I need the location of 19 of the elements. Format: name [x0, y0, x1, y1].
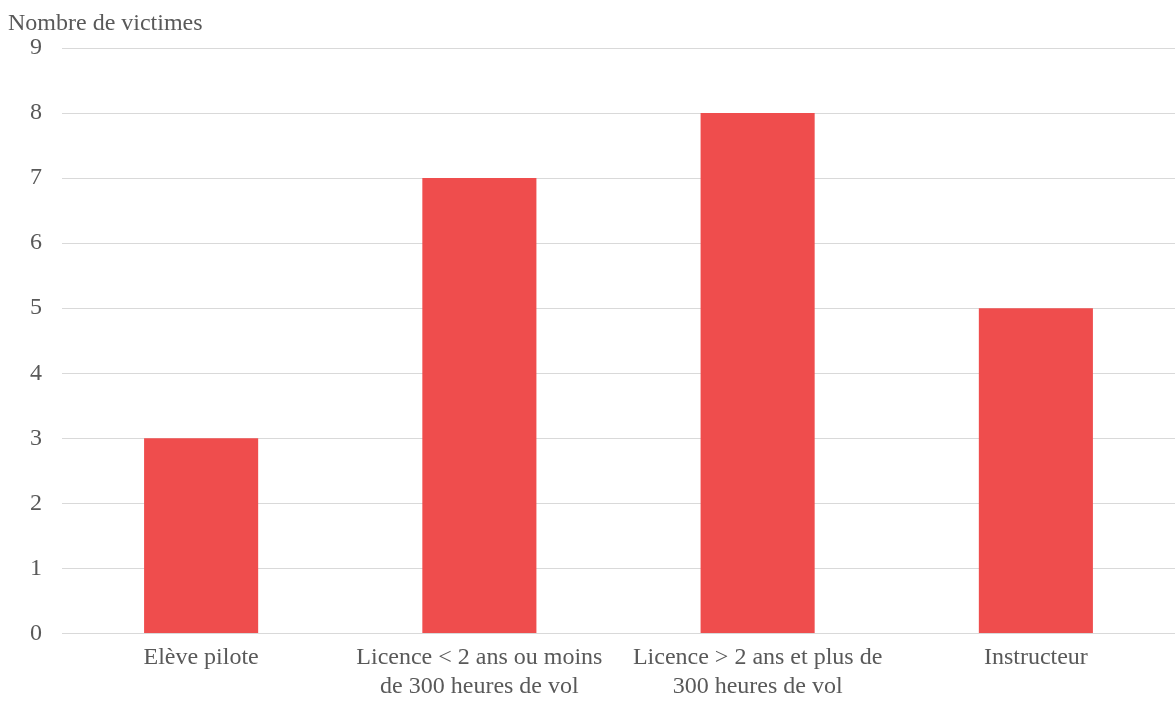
bar	[144, 438, 259, 633]
x-tick-label: Licence < 2 ans ou moins de 300 heures de vol	[356, 643, 603, 698]
y-tick-label: 1	[30, 553, 42, 580]
y-tick-label: 2	[30, 488, 42, 515]
y-tick-label: 8	[30, 98, 42, 125]
bar	[700, 113, 815, 633]
y-tick-label: 3	[30, 423, 42, 450]
y-tick-label: 6	[30, 228, 42, 255]
y-tick-label: 9	[30, 33, 42, 60]
bar	[422, 178, 537, 633]
y-tick-label: 7	[30, 163, 42, 190]
y-tick-label: 4	[30, 358, 42, 385]
x-tick-label: Instructeur	[983, 643, 1088, 670]
bar	[978, 308, 1093, 633]
x-tick-label: Elève pilote	[143, 643, 259, 670]
y-tick-label: 0	[30, 618, 42, 645]
x-tick-label: Licence > 2 ans et plus de 300 heures de vol	[632, 643, 883, 698]
y-axis-title: Nombre de victimes	[8, 9, 203, 36]
y-tick-label: 5	[30, 293, 42, 320]
